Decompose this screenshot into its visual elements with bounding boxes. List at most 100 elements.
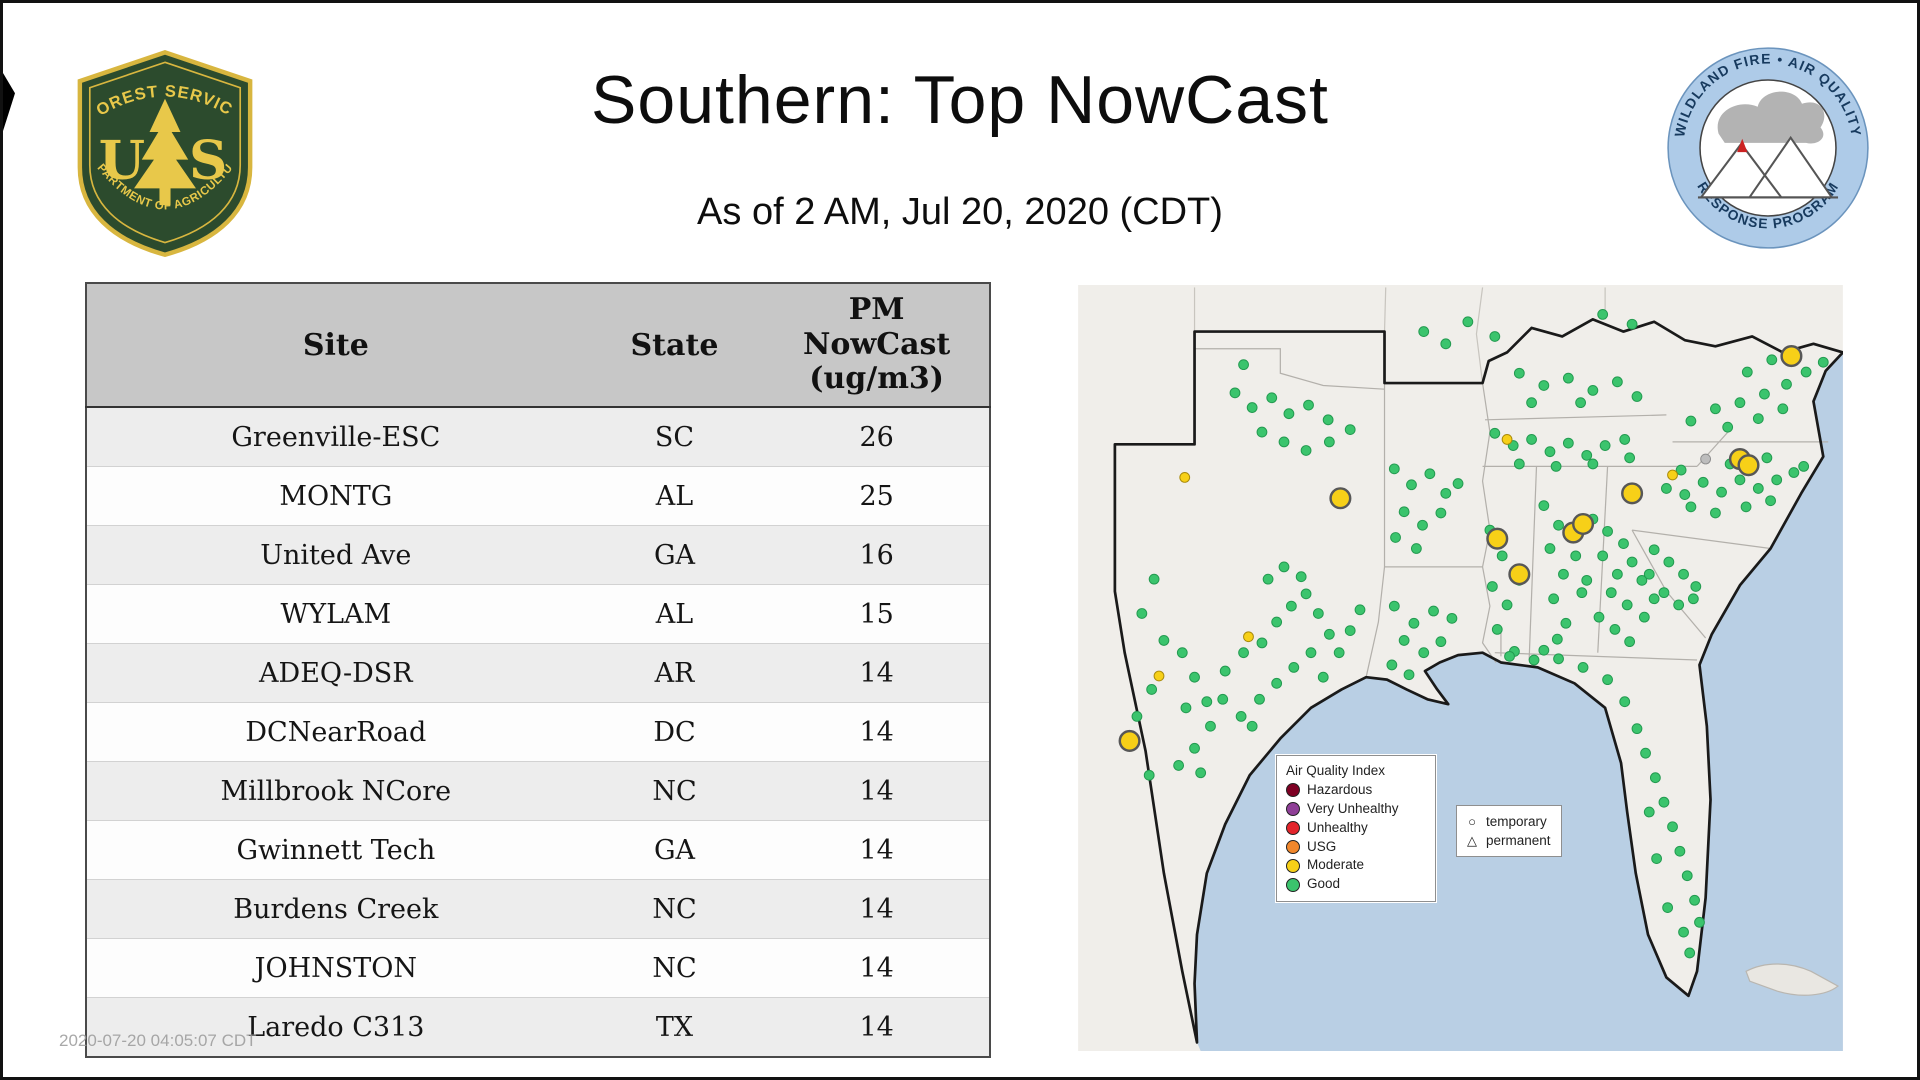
monitor-dot [1271,616,1283,628]
monitor-dot [1354,604,1366,616]
monitor-dot [1262,573,1274,585]
monitor-dot [1406,479,1417,491]
monitor-dot [1643,806,1655,818]
wildland-fire-seal: WILDLAND FIRE • AIR QUALITY RESPONSE PRO… [1667,47,1869,249]
table-body: Greenville-ESC SC 26 MONTG AL 25 United Ave GA 1… [86,406,990,1057]
monitor-dot [1528,654,1540,666]
monitor-dot [1398,635,1410,646]
monitor-dot [1176,647,1188,659]
aqi-color-swatch [1286,802,1300,817]
monitor-dot [1440,487,1452,499]
aqi-category-label: Good [1307,876,1341,892]
monitor-dot [1288,661,1300,673]
monitor-dot [1408,617,1420,629]
monitor-dot [1593,611,1605,623]
cell-state: NC [584,879,765,939]
aqi-legend-item: USG [1286,839,1426,855]
monitor-dot [1602,525,1613,537]
monitor-dot [1386,659,1398,671]
cell-pm: 14 [764,702,990,762]
table-row: ADEQ-DSR AR 14 [86,643,990,703]
table-header-row: Site State PM NowCast (ug/m3) [86,283,990,408]
cuba [1745,963,1840,996]
monitor-dot [1246,720,1258,732]
cell-state: SC [584,406,765,467]
monitor-dot [1765,495,1776,507]
cell-site: WYLAM [86,584,585,644]
monitor-dot [1740,501,1752,513]
monitor-dot [1148,573,1160,585]
monitor-dot [1658,587,1670,599]
monitor-dot [1581,449,1593,461]
forest-service-shield: FOREST SERVICE U S DEPARTMENT OF AGRICUL… [65,33,253,258]
monitor-dot [1538,380,1550,391]
monitor-dot [1435,507,1447,519]
monitor-dot [1513,367,1525,379]
aqi-category-label: Very Unhealthy [1307,800,1399,816]
monitor-dot [1131,711,1143,722]
monitor-dot [1661,483,1672,494]
cell-site: Gwinnett Tech [86,820,585,880]
fs-letter-u: U [99,128,145,191]
pm-header-text: PM NowCast (ug/m3) [802,292,951,397]
cell-pm: 25 [764,466,990,526]
monitor-dot [1323,628,1335,640]
moderate-monitor-dots [1153,434,1678,682]
aqi-legend-title: Air Quality Index [1286,763,1386,778]
monitor-dot [1611,568,1623,580]
monitor-dot [1295,571,1307,583]
monitor-dot [1781,378,1792,390]
cell-state: TX [584,997,765,1057]
monitor-dot [1558,568,1569,580]
monitor-dot [1780,345,1803,368]
monitor-dot [1418,326,1430,337]
monitor-dot [1562,372,1574,384]
monitor-dot [1266,392,1278,404]
monitor-dot [1777,403,1789,415]
cell-pm: 26 [764,406,990,467]
aqi-legend: Air Quality Index Hazardous Very Unhealth… [1276,755,1436,903]
monitor-dot [1687,593,1699,605]
monitor-dot [1300,588,1312,600]
monitor-dot [1700,453,1712,465]
aqi-category-label: Hazardous [1307,782,1373,797]
monitor-dot [1551,633,1563,645]
monitor-dot [1648,544,1660,556]
southeast-us-map [1078,285,1843,1051]
table-row: WYLAM AL 15 [86,584,990,644]
monitor-dot [1333,647,1345,659]
monitor-dot [1674,845,1686,857]
monitor-dot [1229,387,1241,399]
monitor-dot [1560,617,1572,629]
monitor-dot [1587,458,1599,470]
monitor-dot [1424,468,1436,480]
monitor-dot [1648,593,1660,605]
col-header-state: State [584,283,765,408]
monitor-dot [1201,696,1213,708]
monitor-dot [1238,359,1249,371]
marker-legend-items: ○ temporary △ permanent [1465,814,1551,849]
monitor-dot [1576,587,1588,599]
monitor-dot [1238,647,1249,659]
monitor-dot [1303,399,1314,411]
monitor-dot [1570,550,1582,562]
monitor-dot [1722,421,1734,433]
monitor-dot [1684,947,1696,959]
table-row: Greenville-ESC SC 26 [86,406,990,467]
monitor-dot [1243,631,1254,643]
monitor-dot [1158,635,1170,646]
monitor-dot [1153,670,1165,682]
cell-state: NC [584,761,765,821]
monitor-dot [1329,487,1352,510]
monitor-dot [1690,581,1702,592]
monitor-dot [1673,599,1685,611]
marker-legend-item: ○ temporary [1465,814,1551,830]
moderate-temporary-monitor-dots [1118,345,1803,752]
monitor-dot [1550,460,1562,472]
monitor-dot [1462,316,1474,328]
monitor-dot [1344,625,1356,637]
aqi-color-swatch [1286,821,1300,836]
cell-state: GA [584,525,765,585]
monitor-dot [1548,593,1560,605]
